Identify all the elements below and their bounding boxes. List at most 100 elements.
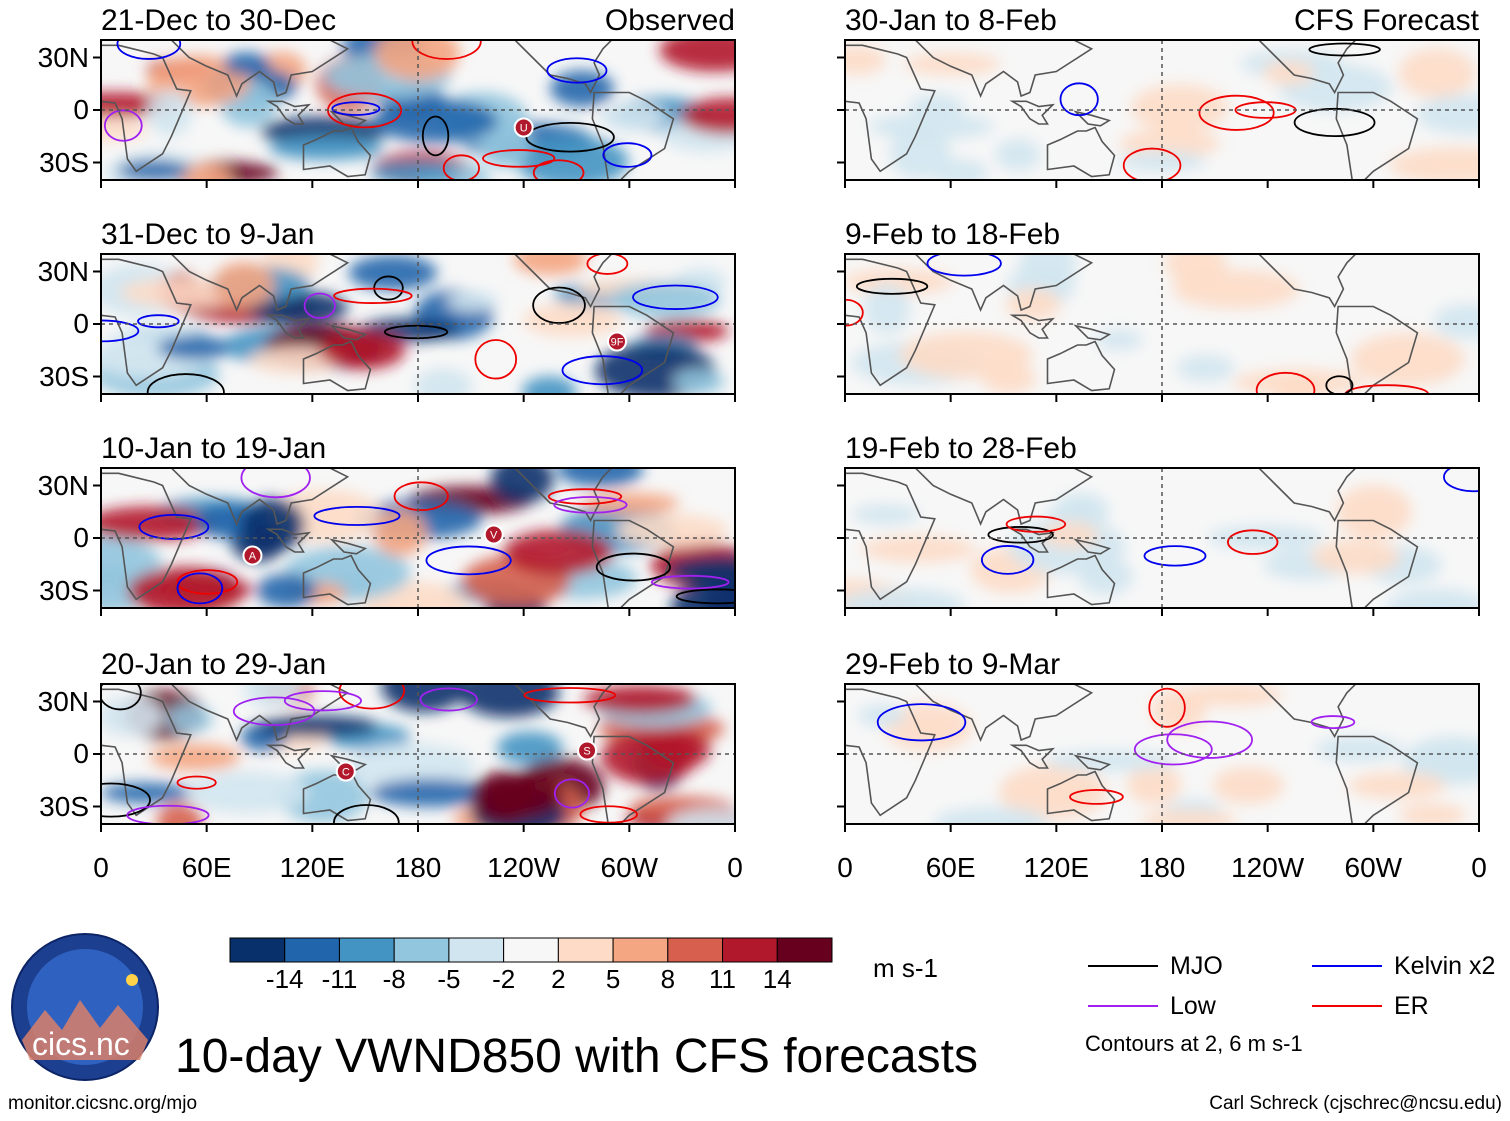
y-tick-label: 30N [37,41,89,73]
x-tick-label: 120E [279,852,346,883]
anomaly-blob [346,743,476,790]
anomaly-blob [256,573,317,608]
column-title: Observed [604,4,735,37]
contour-low [553,778,590,809]
colorbar-swatch [722,937,778,963]
coastlines [101,254,675,394]
coastline [1257,40,1357,95]
coastline [1009,100,1056,125]
anomaly-blob [933,159,988,180]
anomaly-blob [254,715,379,738]
coastline [302,126,372,178]
x-tick-label: 0 [1471,852,1487,883]
contour-kelvin-x2 [926,254,1002,277]
y-tick-label: 0 [73,522,89,553]
panel-title: 19-Feb to 28-Feb [845,432,1077,465]
contour-low [126,804,210,824]
contour-er [482,149,556,168]
contour-mjo [855,277,929,295]
anomaly-blob [868,112,995,140]
anomaly-blob [458,684,560,718]
anomaly-blob [147,89,193,137]
coastline [101,472,192,601]
y-tick-label: 30S [39,360,89,392]
coastline [302,554,372,606]
contour-mjo [675,588,735,605]
figure-title: 10-day VWND850 with CFS forecasts [175,1030,978,1083]
panel-0-0: U [93,39,736,188]
coastline [591,519,675,608]
colorbar-swatch [612,937,669,963]
contour-er [176,569,239,595]
x-tick-label: 60W [600,852,659,883]
anomaly-blob [680,97,735,135]
anomaly-blob [179,162,232,180]
anomaly-blob [268,135,385,161]
y-tick-label: 0 [73,94,89,125]
contour-low [1166,720,1253,759]
colorbar-swatch [338,937,395,963]
anomaly-blob [1006,288,1061,321]
storm-marker [513,117,534,138]
contour-low [553,496,628,514]
panel-0-1: 9F [93,253,736,402]
contour-kelvin-x2 [1443,468,1479,493]
anomaly-blob [348,255,438,291]
storm-marker [577,740,598,761]
anomaly-blob [1314,736,1403,762]
anomaly-blob [933,806,1049,824]
anomaly-blob [1207,525,1324,550]
anomaly-blob [659,40,735,72]
anomaly-blob [1165,254,1227,285]
coastline [1073,110,1112,127]
coastline [591,305,675,394]
coastline [265,528,312,553]
contour-low [240,468,311,499]
contour-er [411,40,482,60]
anomaly-blob [485,771,563,818]
anomaly-blob [903,52,1001,76]
anomaly-blob [667,555,735,586]
coastline [265,100,312,125]
anomaly-blob [374,40,460,81]
contour-er [1255,371,1316,394]
coastline [1073,324,1112,341]
coastlines [101,684,675,824]
contour-kelvin-x2 [602,142,653,168]
anomaly-blob [1408,736,1479,778]
contour-er [1198,94,1275,131]
anomaly-blob [994,138,1041,171]
contour-mjo [1293,107,1376,138]
colorbar-swatch [776,937,833,963]
x-tick-label: 60W [1344,852,1403,883]
contour-kelvin-x2 [176,572,224,605]
panel-title: 21-Dec to 30-Dec [101,4,337,37]
coastline [101,688,192,817]
contour-kelvin-x2 [313,506,401,526]
contour-mjo [146,373,225,394]
storm-marker-label: U [520,123,528,135]
coastline [170,254,350,313]
panel-title: 9-Feb to 18-Feb [845,218,1061,251]
coastline [513,684,613,739]
panel-title: 20-Jan to 29-Jan [101,648,327,681]
anomaly-blob [513,254,588,276]
anomaly-blob [852,504,920,525]
wave-contours [980,468,1479,575]
y-tick-label: 30S [39,146,89,178]
contour-kelvin-x2 [876,703,967,742]
anomaly-blob [373,509,427,557]
coastline [329,324,368,341]
anomaly-blob [101,696,164,737]
anomaly-blob [373,99,499,143]
coastlines [845,684,1419,824]
anomaly-blob [157,336,232,360]
coastline [845,472,936,601]
coastline [1046,126,1116,178]
contour-er [1148,687,1186,728]
anomaly-blob [150,743,241,771]
coastline [845,688,936,817]
anomaly-blob [1181,684,1284,707]
anomaly-blob [1233,369,1365,394]
anomaly-blob [1126,763,1182,805]
